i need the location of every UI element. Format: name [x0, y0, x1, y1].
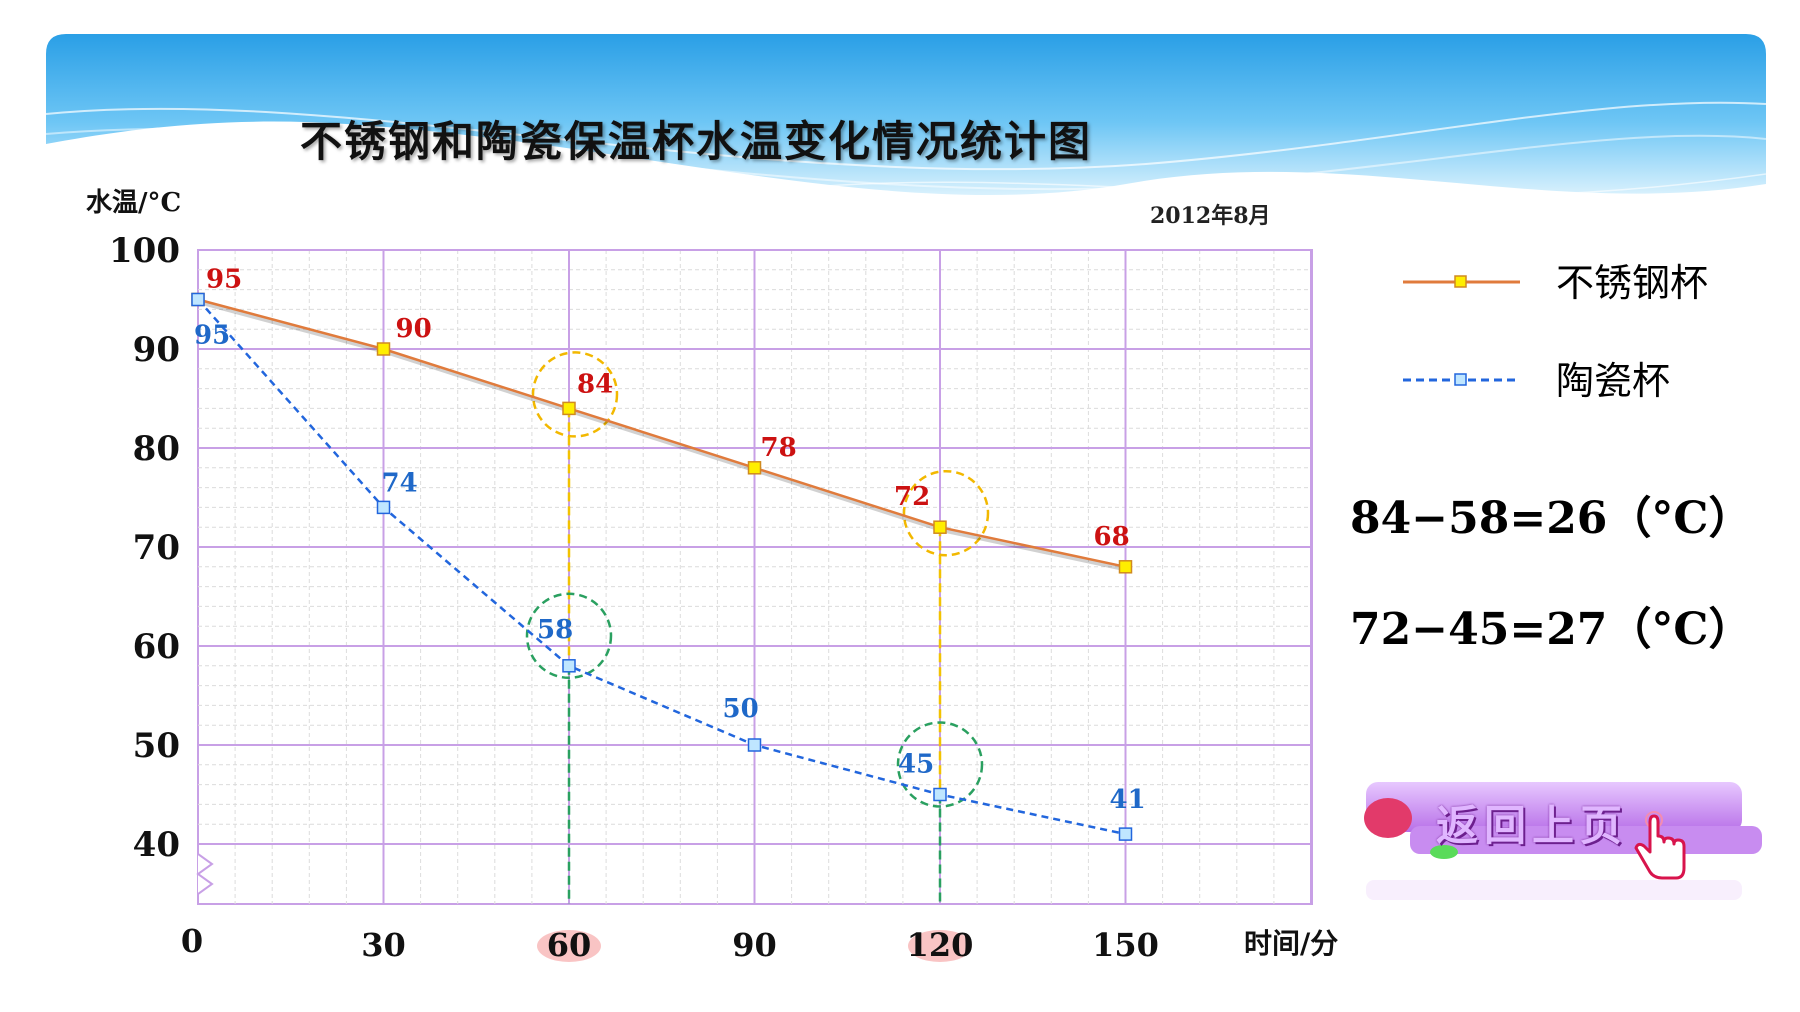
data-labels: 95 95 90 74 84 58 78 50 72 45 68 41: [194, 265, 1146, 816]
data-label-ceramic: 50: [723, 694, 759, 724]
y-tick-label: 90: [133, 330, 180, 370]
legend-marker-steel: [1454, 275, 1467, 288]
data-label-ceramic: 45: [898, 750, 934, 780]
series-line-ceramic: [197, 298, 1126, 836]
data-label-steel: 90: [396, 314, 432, 344]
highlight-circle-ceramic: [525, 592, 613, 680]
data-label-ceramic: 95: [194, 321, 230, 351]
y-tick-label: 80: [133, 429, 180, 469]
data-point-ceramic: [191, 292, 205, 307]
equation-120min: 72−45=27（°C）: [1350, 604, 1752, 655]
equation-60min: 84−58=26（°C）: [1350, 493, 1752, 544]
data-point-steel: [747, 461, 762, 475]
chart-date: 2012年8月: [1150, 203, 1271, 229]
legend-label-ceramic: 陶瓷杯: [1556, 359, 1670, 403]
x-tick-label: 60: [547, 926, 592, 964]
hand-pointer-icon: [1634, 811, 1686, 880]
x-axis-label: 时间/分: [1244, 927, 1339, 960]
highlight-circle-steel: [531, 351, 619, 438]
highlight-circle-steel: [902, 469, 990, 557]
data-label-ceramic: 58: [537, 615, 573, 645]
data-point-ceramic: [1118, 827, 1133, 841]
data-point-steel: [376, 342, 391, 356]
data-point-steel: [1118, 560, 1133, 574]
data-point-ceramic: [747, 738, 762, 752]
back-button-label: 返回上页: [1436, 801, 1629, 850]
data-label-steel: 78: [761, 433, 797, 463]
y-tick-label: 60: [133, 627, 180, 667]
x-tick-label: 120: [907, 926, 974, 964]
data-point-ceramic: [376, 500, 391, 515]
chart-title: 不锈钢和陶瓷保温杯水温变化情况统计图: [300, 117, 1093, 166]
data-point-steel: [562, 401, 576, 416]
x-tick-highlight: [908, 930, 972, 962]
y-tick-label: 40: [133, 825, 180, 865]
data-point-ceramic: [562, 659, 576, 673]
data-label-steel: 95: [206, 265, 242, 295]
guide-lines: [525, 351, 990, 904]
x-tick-label: 90: [732, 926, 777, 964]
data-point-ceramic: [933, 787, 947, 802]
data-label-ceramic: 74: [382, 468, 418, 498]
x-tick-label: 0: [181, 922, 203, 960]
y-tick-label: 70: [133, 528, 180, 568]
chart-grid: [196, 249, 1313, 905]
data-label-ceramic: 41: [1110, 785, 1146, 815]
series-line-steel: [197, 298, 1126, 569]
data-label-steel: 72: [894, 482, 930, 512]
data-point-steel: [933, 520, 947, 534]
y-axis-label: 水温/°C: [86, 188, 182, 218]
chart-series: [191, 292, 1133, 841]
back-button[interactable]: 返回上页: [1354, 780, 1764, 910]
header-banner: [46, 34, 1766, 198]
axis-break: [196, 844, 214, 904]
legend: 不锈钢杯 陶瓷杯: [1403, 261, 1708, 403]
y-tick-label: 100: [109, 231, 180, 271]
x-tick-highlight: [537, 930, 601, 962]
x-tick-label: 150: [1092, 926, 1159, 964]
highlight-circle-ceramic: [896, 721, 984, 808]
y-tick-label: 50: [133, 726, 180, 766]
legend-label-steel: 不锈钢杯: [1556, 261, 1708, 305]
axis-ticks: 40 50 60 70 80 90 100 0 30 60 90 120 150: [109, 231, 1159, 964]
data-label-steel: 84: [577, 369, 613, 399]
legend-marker-ceramic: [1454, 373, 1467, 386]
series-shadow-steel: [199, 300, 1128, 572]
x-tick-label: 30: [361, 926, 406, 964]
data-label-steel: 68: [1094, 522, 1130, 552]
